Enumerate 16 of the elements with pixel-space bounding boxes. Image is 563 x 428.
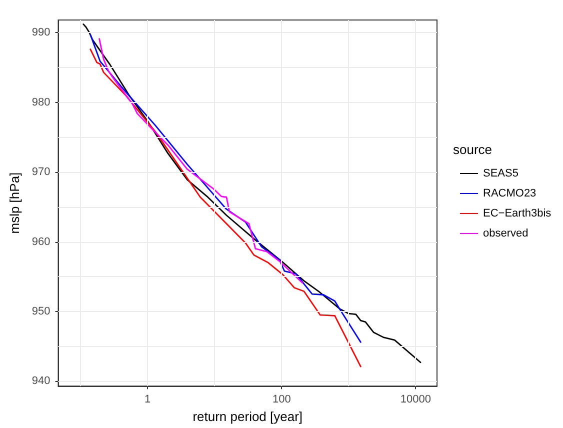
- legend-label: EC−Earth3bis: [483, 208, 552, 220]
- legend-title: source: [453, 142, 492, 157]
- y-tick-label: 970: [32, 166, 50, 178]
- y-tick-label: 990: [32, 26, 50, 39]
- legend-label: observed: [483, 228, 528, 240]
- y-tick-label: 980: [32, 96, 50, 108]
- y-tick-label: 960: [32, 236, 50, 248]
- x-tick-label: 100: [272, 394, 291, 406]
- x-axis-title: return period [year]: [192, 409, 303, 424]
- y-tick-label: 940: [32, 375, 50, 388]
- y-axis-title: mslp [hPa]: [7, 172, 22, 234]
- x-tick-label: 1: [144, 394, 151, 406]
- legend-label: RACMO23: [483, 188, 536, 200]
- x-tick-label: 10000: [400, 394, 431, 406]
- y-tick-label: 950: [32, 305, 50, 318]
- legend-label: SEAS5: [483, 168, 518, 180]
